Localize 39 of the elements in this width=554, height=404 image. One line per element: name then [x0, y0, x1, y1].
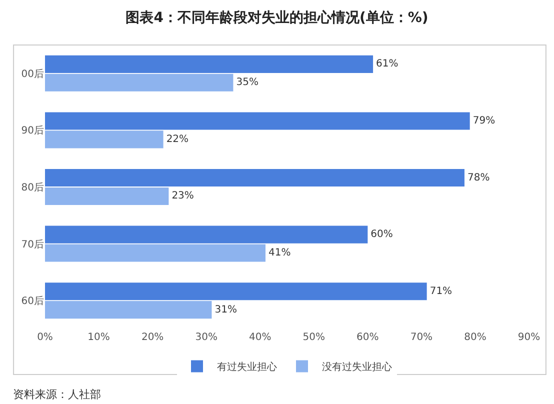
- bar: [45, 226, 368, 244]
- x-tick-label: 10%: [88, 332, 110, 343]
- y-tick-label: 00后: [21, 68, 44, 80]
- x-tick-label: 80%: [464, 332, 486, 343]
- data-label: 71%: [430, 286, 452, 297]
- bar: [45, 112, 470, 130]
- data-label: 78%: [467, 172, 490, 184]
- bar: [45, 55, 374, 73]
- chart-title: 图表4：不同年龄段对失业的担心情况(单位：%): [126, 8, 428, 26]
- x-tick-label: 30%: [195, 332, 218, 343]
- x-tick-label: 70%: [410, 332, 433, 343]
- data-label: 22%: [166, 134, 189, 145]
- data-label: 41%: [268, 248, 291, 259]
- x-tick-label: 50%: [302, 332, 326, 343]
- data-label: 35%: [236, 77, 258, 88]
- x-tick-label: 90%: [518, 332, 540, 343]
- legend-label: 没有过失业担心: [322, 361, 392, 374]
- x-tick-label: 0%: [37, 332, 53, 343]
- x-tick-label: 60%: [356, 332, 379, 343]
- y-tick-label: 60后: [21, 295, 44, 308]
- bar: [45, 244, 266, 262]
- y-tick-label: 80后: [21, 182, 44, 194]
- bar: [45, 282, 427, 300]
- data-label: 31%: [214, 304, 237, 316]
- x-tick-label: 20%: [141, 332, 164, 343]
- y-tick-label: 70后: [21, 238, 44, 250]
- bar: [45, 187, 169, 205]
- x-tick-label: 40%: [248, 332, 272, 343]
- bar: [45, 74, 234, 92]
- data-label: 23%: [172, 190, 194, 202]
- data-label: 79%: [472, 115, 496, 126]
- bar: [45, 130, 164, 148]
- legend-label: 有过失业担心: [217, 361, 277, 374]
- bar: [45, 169, 464, 187]
- data-label: 60%: [370, 229, 393, 240]
- bar: [45, 301, 212, 319]
- text: 资料来源：人社部: [13, 388, 101, 401]
- data-label: 61%: [376, 58, 398, 70]
- y-tick-label: 90后: [21, 124, 44, 137]
